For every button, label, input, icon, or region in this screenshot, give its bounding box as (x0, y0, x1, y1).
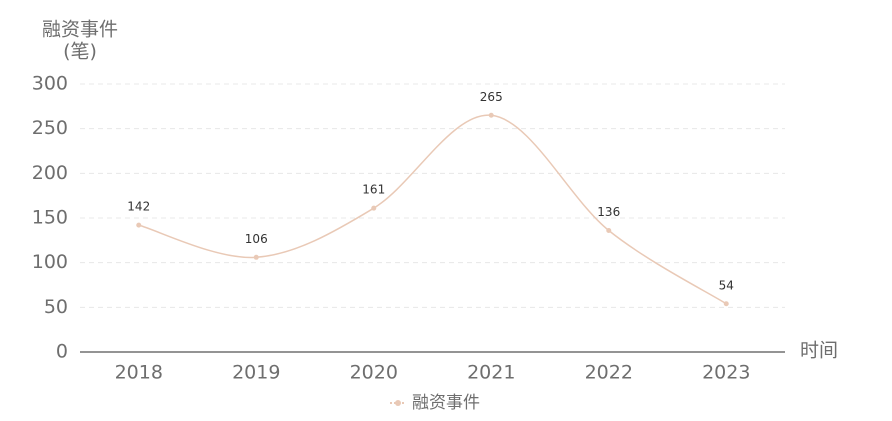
data-label: 106 (245, 232, 268, 246)
data-label: 142 (127, 200, 150, 214)
y-tick-label: 200 (32, 162, 68, 184)
point (606, 228, 612, 234)
y-tick-label: 100 (32, 251, 68, 273)
data-label: 136 (597, 205, 620, 219)
point (371, 205, 377, 211)
x-tick-label: 2021 (467, 362, 515, 384)
point (723, 301, 729, 307)
y-axis-label: 融资事件 (42, 19, 118, 41)
x-tick-label: 2023 (702, 362, 750, 384)
y-tick-label: 250 (32, 117, 68, 139)
x-tick-label: 2019 (232, 362, 280, 384)
y-axis-label: (笔) (63, 41, 97, 63)
point (253, 254, 259, 260)
y-tick-label: 50 (44, 296, 68, 318)
point (136, 222, 142, 228)
x-axis-label: 时间 (800, 340, 838, 362)
y-tick-label: 300 (32, 73, 68, 95)
y-tick-label: 0 (56, 341, 68, 363)
data-label: 54 (719, 278, 734, 292)
data-label: 161 (362, 183, 385, 197)
legend-marker (395, 400, 401, 406)
data-label: 265 (480, 90, 503, 104)
x-tick-label: 2018 (115, 362, 163, 384)
legend-label: 融资事件 (412, 393, 480, 413)
x-tick-label: 2020 (350, 362, 398, 384)
x-tick-label: 2022 (585, 362, 633, 384)
point (488, 112, 494, 118)
line (138, 114, 727, 305)
y-tick-label: 150 (32, 207, 68, 229)
